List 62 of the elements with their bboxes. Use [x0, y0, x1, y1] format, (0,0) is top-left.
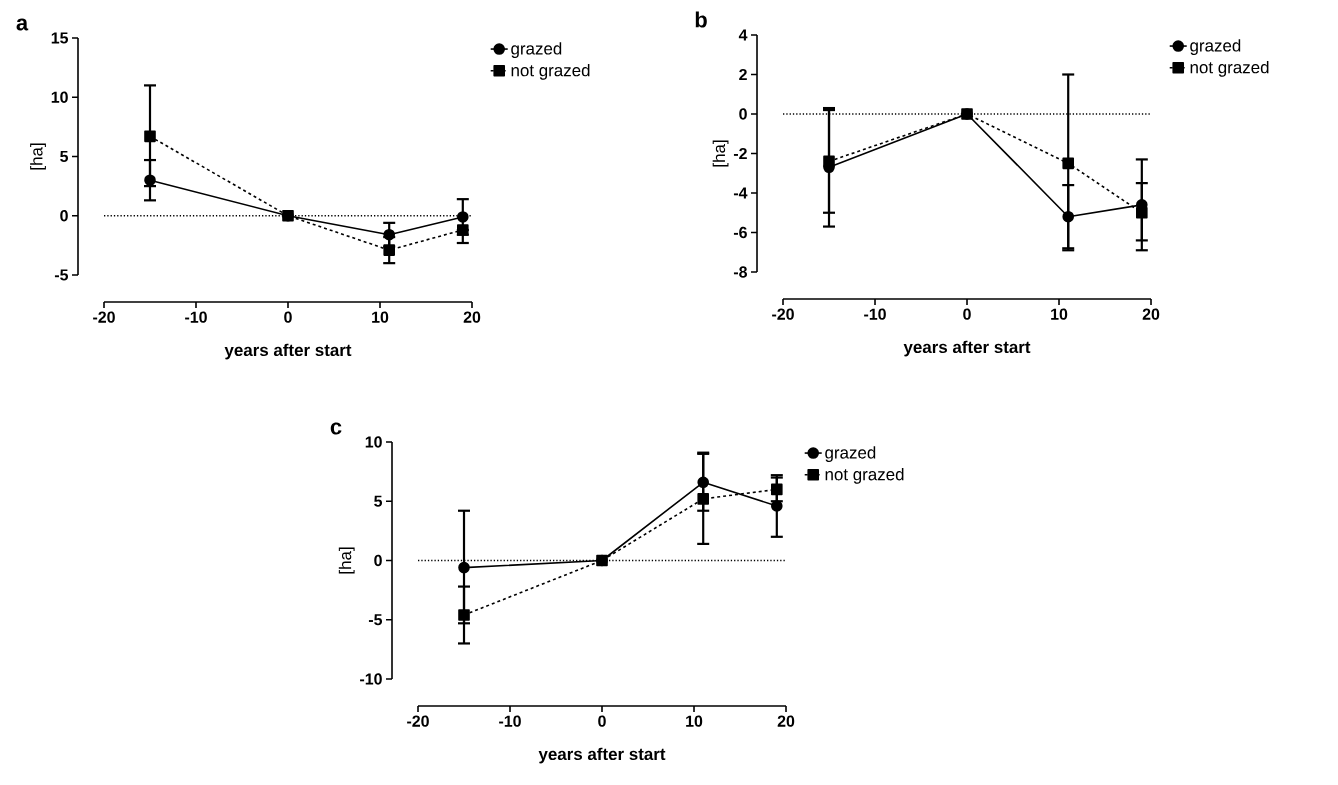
y-tick-label: 10 [365, 436, 382, 448]
point [144, 130, 156, 143]
point [458, 561, 470, 574]
y-tick-label: -8 [733, 266, 747, 278]
y-tick-label: -4 [733, 187, 748, 199]
legend-label: grazed [1190, 39, 1241, 55]
y-tick-label: -6 [733, 226, 747, 239]
point [383, 228, 395, 241]
legend-label: not grazed [511, 63, 590, 80]
point [1062, 210, 1075, 223]
y-tick-label: 4 [738, 29, 748, 41]
x-tick-label: -20 [93, 311, 115, 323]
point [144, 174, 156, 186]
point [457, 211, 469, 223]
y-tick-label: 15 [51, 32, 69, 44]
y-tick-label: -5 [368, 614, 383, 626]
y-tick-label: 5 [374, 495, 383, 507]
y-tick-label: 0 [374, 554, 382, 567]
x-tick-label: 20 [1142, 308, 1160, 320]
chart-title: c [330, 422, 342, 435]
legend-label: grazed [511, 42, 562, 58]
chart-title: b [695, 11, 707, 28]
y-tick-label: 10 [51, 91, 68, 103]
x-tick-label: 0 [963, 308, 971, 320]
point [697, 476, 710, 489]
legend-label: not grazed [825, 467, 904, 484]
point [823, 155, 835, 168]
y-tick-label: 0 [60, 210, 68, 222]
x-tick-label: 10 [1051, 308, 1068, 320]
x-tick-label: 0 [284, 311, 292, 323]
y-axis-title: [ha] [712, 140, 729, 167]
y-tick-label: -2 [733, 147, 747, 160]
point [771, 483, 783, 496]
y-tick-label: 5 [60, 150, 69, 163]
point [1062, 157, 1075, 170]
x-tick-label: 20 [777, 715, 795, 727]
point [383, 244, 395, 256]
x-axis-title: years after start [903, 340, 1031, 357]
chart-title: a [16, 18, 29, 31]
point [457, 224, 469, 236]
y-axis-title: [ha] [30, 143, 46, 170]
y-tick-label: -10 [360, 673, 382, 685]
x-tick-label: -10 [185, 311, 207, 323]
point [697, 493, 710, 505]
x-tick-label: -20 [772, 308, 794, 320]
x-tick-label: -10 [499, 715, 521, 727]
x-tick-label: -10 [864, 308, 886, 320]
legend-label: not grazed [1190, 60, 1269, 77]
x-tick-label: 0 [598, 715, 606, 727]
y-tick-label: 0 [739, 108, 747, 120]
y-tick-label: -5 [54, 269, 69, 281]
x-tick-label: 20 [463, 311, 481, 323]
x-axis-title: years after start [224, 343, 352, 360]
y-tick-label: 2 [739, 68, 747, 81]
point [458, 609, 470, 621]
legend-label: grazed [825, 446, 876, 462]
point [771, 500, 783, 512]
point [1136, 206, 1148, 219]
x-tick-label: -20 [407, 715, 429, 727]
x-tick-label: 10 [686, 715, 703, 727]
y-axis-title: [ha] [338, 547, 355, 574]
x-axis-title: years after start [538, 747, 666, 764]
